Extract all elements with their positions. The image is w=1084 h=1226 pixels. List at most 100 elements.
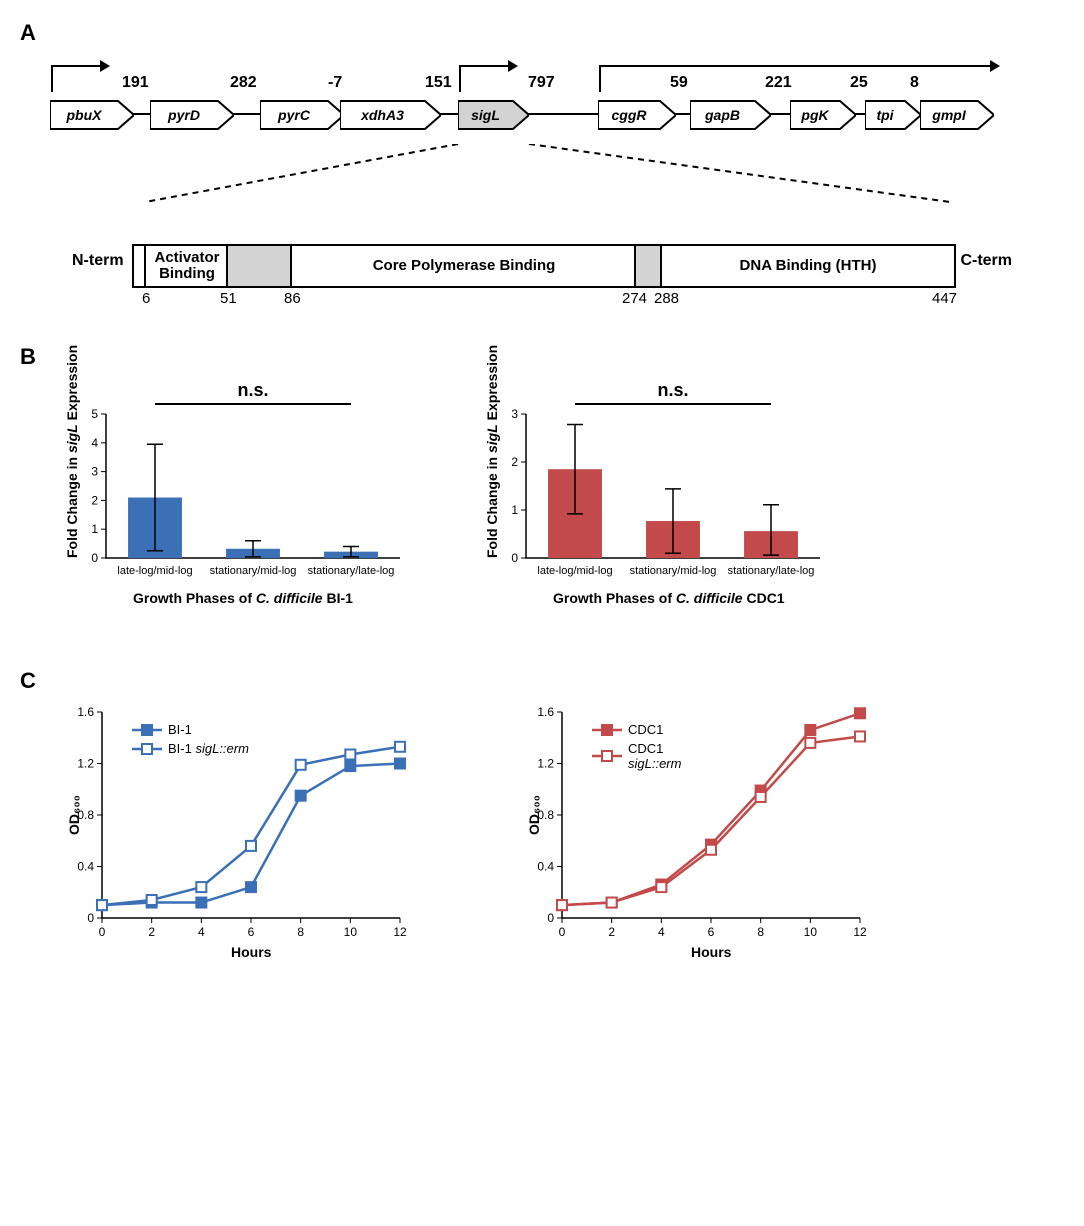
intergenic-distance: 59 [670, 74, 688, 92]
legend: CDC1CDC1 sigL::erm [592, 722, 681, 775]
svg-text:xdhA3: xdhA3 [360, 107, 404, 123]
domain-position: 447 [932, 290, 957, 307]
svg-text:0.4: 0.4 [537, 860, 554, 874]
y-axis-label: OD₆₀₀ [66, 795, 82, 835]
gene-operon-map: pbuX191pyrD282pyrC-7xdhA3151sigL797cggR5… [50, 54, 950, 154]
svg-text:1: 1 [511, 503, 518, 517]
intergenic-distance: 797 [528, 74, 555, 92]
svg-text:pbuX: pbuX [66, 107, 104, 123]
sigL-domain-bar: N-term C-term Activator BindingCore Poly… [132, 244, 952, 314]
domain-segment: DNA Binding (HTH) [660, 244, 956, 288]
legend-item: BI-1 sigL::erm [132, 741, 249, 756]
svg-text:cggR: cggR [612, 107, 648, 123]
svg-text:late-log/mid-log: late-log/mid-log [117, 565, 192, 577]
svg-text:1.6: 1.6 [537, 705, 554, 719]
svg-text:2: 2 [148, 925, 155, 939]
svg-text:stationary/late-log: stationary/late-log [308, 565, 395, 577]
domain-position: 274 [622, 290, 647, 307]
svg-text:12: 12 [393, 925, 407, 939]
svg-text:1: 1 [91, 522, 98, 536]
domain-position: 288 [654, 290, 679, 307]
panel-b: 012345late-log/mid-logstationary/mid-log… [50, 378, 1064, 608]
gene-pyrC: pyrC [260, 99, 344, 131]
legend-item: CDC1 [592, 722, 681, 737]
svg-text:stationary/mid-log: stationary/mid-log [630, 565, 717, 577]
zoom-dashed-lines [50, 154, 950, 204]
domain-segment [226, 244, 294, 288]
svg-text:gmpI: gmpI [931, 107, 967, 123]
legend: BI-1BI-1 sigL::erm [132, 722, 249, 760]
svg-text:0: 0 [87, 911, 94, 925]
svg-text:6: 6 [248, 925, 255, 939]
domain-segment: Activator Binding [144, 244, 230, 288]
intergenic-distance: 151 [425, 74, 452, 92]
svg-text:1.6: 1.6 [77, 705, 94, 719]
c-term-label: C-term [960, 252, 1012, 270]
gene-gmpI: gmpI [920, 99, 994, 131]
svg-text:8: 8 [297, 925, 304, 939]
panel-a-label: A [20, 20, 1064, 46]
gene-sigL: sigL [458, 99, 529, 131]
svg-text:pyrC: pyrC [277, 107, 311, 123]
figure: A pbuX191pyrD282pyrC-7xdhA3151sigL797cgg… [20, 20, 1064, 962]
tss-arrow-icon [598, 56, 1002, 96]
panel-c-label: C [20, 668, 1064, 694]
svg-text:2: 2 [608, 925, 615, 939]
domain-position: 51 [220, 290, 237, 307]
tss-arrow-icon [50, 56, 112, 96]
svg-text:4: 4 [658, 925, 665, 939]
svg-text:3: 3 [511, 407, 518, 421]
x-axis-label: Growth Phases of C. difficile CDC1 [553, 590, 785, 606]
domain-position: 6 [142, 290, 150, 307]
svg-text:1.2: 1.2 [537, 757, 554, 771]
svg-text:late-log/mid-log: late-log/mid-log [537, 565, 612, 577]
svg-text:tpi: tpi [876, 107, 894, 123]
intergenic-distance: 221 [765, 74, 792, 92]
svg-text:n.s.: n.s. [237, 380, 268, 400]
svg-text:12: 12 [853, 925, 867, 939]
gene-xdhA3: xdhA3 [340, 99, 441, 131]
tss-arrow-icon [458, 56, 520, 96]
y-axis-label: OD₆₀₀ [526, 795, 542, 835]
panel-c: 02468101200.40.81.21.6BI-1BI-1 sigL::erm… [50, 702, 1064, 962]
y-axis-label: Fold Change in sigL Expression [64, 345, 80, 558]
svg-text:6: 6 [708, 925, 715, 939]
gene-tpi: tpi [865, 99, 921, 131]
svg-text:3: 3 [91, 465, 98, 479]
intergenic-distance: 282 [230, 74, 257, 92]
svg-text:0: 0 [547, 911, 554, 925]
svg-text:1.2: 1.2 [77, 757, 94, 771]
panel-a: A pbuX191pyrD282pyrC-7xdhA3151sigL797cgg… [20, 20, 1064, 314]
svg-text:pgK: pgK [800, 107, 829, 123]
svg-text:2: 2 [511, 455, 518, 469]
x-axis-label: Growth Phases of C. difficile BI-1 [133, 590, 353, 606]
svg-text:0: 0 [511, 551, 518, 565]
bar-chart-bi1: 012345late-log/mid-logstationary/mid-log… [50, 378, 410, 608]
svg-text:2: 2 [91, 493, 98, 507]
x-axis-label: Hours [691, 944, 731, 960]
intergenic-distance: 25 [850, 74, 868, 92]
intergenic-distance: -7 [328, 74, 342, 92]
legend-item: CDC1 sigL::erm [592, 741, 681, 771]
svg-text:0: 0 [559, 925, 566, 939]
svg-text:8: 8 [757, 925, 764, 939]
svg-text:stationary/mid-log: stationary/mid-log [210, 565, 297, 577]
gene-cggR: cggR [598, 99, 676, 131]
panel-b-label: B [20, 344, 1064, 370]
svg-text:0: 0 [99, 925, 106, 939]
n-term-label: N-term [72, 252, 124, 270]
svg-text:pyrD: pyrD [167, 107, 200, 123]
svg-text:stationary/late-log: stationary/late-log [728, 565, 815, 577]
svg-text:sigL: sigL [471, 107, 500, 123]
bar-chart-cdc1: 0 1 2 3 late-log/mid-log stationary/mid-log st… [470, 378, 830, 608]
intergenic-distance: 8 [910, 74, 919, 92]
gene-pgK: pgK [790, 99, 856, 131]
svg-text:n.s.: n.s. [657, 380, 688, 400]
x-axis-label: Hours [231, 944, 271, 960]
gene-gapB: gapB [690, 99, 771, 131]
svg-text:4: 4 [198, 925, 205, 939]
svg-text:10: 10 [804, 925, 818, 939]
legend-item: BI-1 [132, 722, 249, 737]
svg-text:gapB: gapB [704, 107, 740, 123]
svg-text:5: 5 [91, 407, 98, 421]
